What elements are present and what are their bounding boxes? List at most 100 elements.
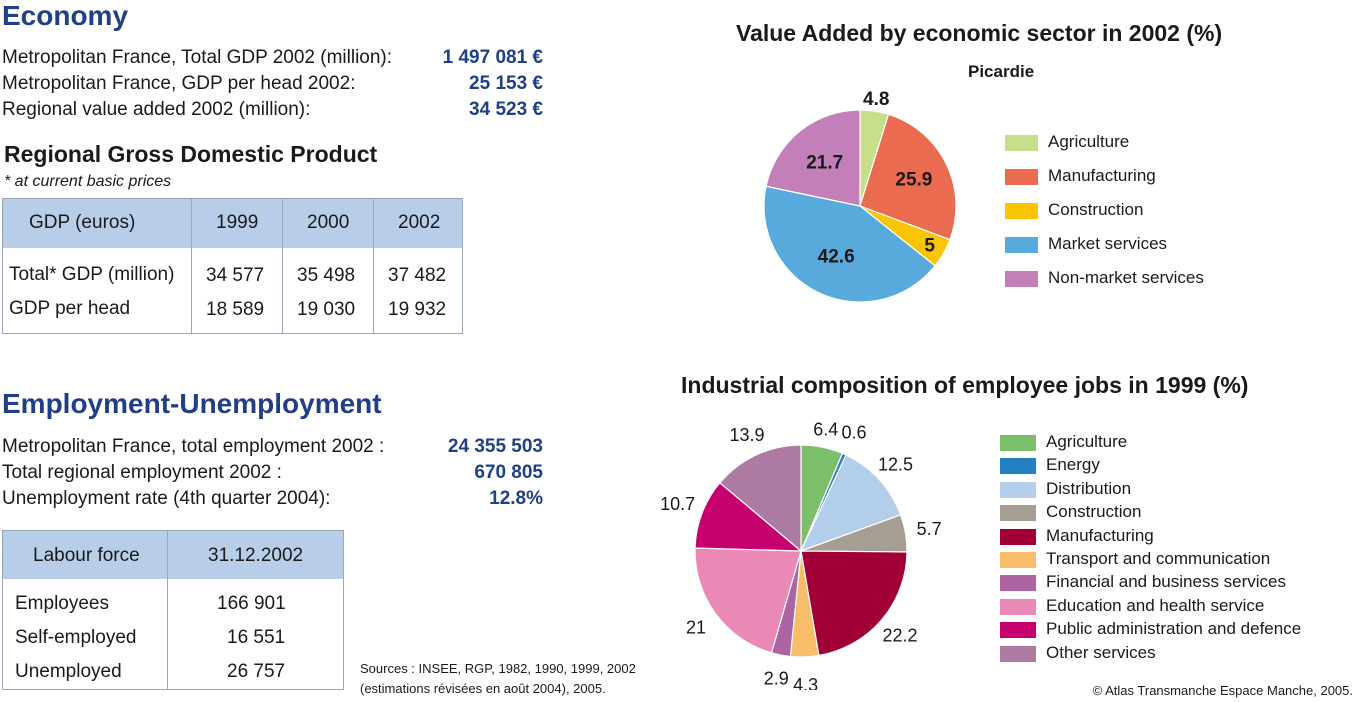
- chart2-slice-manufacturing: [800, 550, 908, 657]
- chart2-legend-swatch-distribution: [1000, 481, 1036, 498]
- gdp-row-perhead-label: GDP per head: [9, 298, 131, 319]
- chart1-legend-label-construction: Construction: [1048, 200, 1144, 219]
- chart2-label-other-services: 13.9: [729, 425, 764, 445]
- labour-row-unemployed-value: 26 757: [227, 661, 286, 682]
- gdp-row-total-1999: 34 577: [206, 265, 265, 286]
- gdp-header-2000: 2000: [307, 212, 350, 233]
- labour-row-employees-label: Employees: [15, 593, 109, 614]
- labour-table-header-bg: [3, 531, 343, 579]
- chart2-legend-label-distribution: Distribution: [1046, 478, 1132, 498]
- chart2-legend-label-other-services: Other services: [1046, 642, 1156, 662]
- chart2-legend-swatch-construction: [1000, 505, 1036, 522]
- economy-value-value-added: 34 523 €: [469, 99, 543, 120]
- chart2-label-distribution: 12.5: [878, 455, 913, 475]
- chart2-legend-label-transport-and-communication: Transport and communication: [1046, 549, 1271, 568]
- chart1-subtitle: Picardie: [968, 62, 1035, 81]
- chart2-label-agriculture: 6.4: [813, 419, 838, 439]
- chart1-legend-swatch-non-market-services: [1005, 271, 1038, 287]
- gdp-table-header-bg: [3, 199, 462, 248]
- chart1-slice-market-services: [763, 185, 936, 303]
- chart2-slice-public-administration-and-defence: [694, 481, 803, 552]
- employment-value-france: 24 355 503: [447, 436, 543, 457]
- chart2-legend-label-education-and-health-service: Education and health service: [1046, 595, 1265, 615]
- chart1-legend-swatch-agriculture: [1005, 135, 1038, 151]
- chart2-label-transport-and-communication: 4.3: [793, 675, 818, 690]
- labour-table: Labour force 31.12.2002 Employees 166 90…: [2, 530, 344, 690]
- chart2-label-construction: 5.7: [917, 519, 942, 539]
- chart2-legend-label-energy: Energy: [1046, 455, 1100, 475]
- chart2-legend-label-manufacturing: Manufacturing: [1046, 525, 1154, 545]
- gdp-row-total-label: Total* GDP (million): [9, 264, 175, 285]
- chart2-slice-education-and-health-service: [694, 547, 802, 654]
- gdp-row-perhead-2000: 19 030: [297, 299, 356, 320]
- chart2-legend-label-financial-and-business-services: Financial and business services: [1046, 572, 1287, 592]
- chart2-legend-swatch-energy: [1000, 458, 1036, 475]
- chart1-slice-non-market-services: [765, 109, 861, 207]
- chart2-legend-swatch-other-services: [1000, 645, 1036, 662]
- economy-label-gdp-per-head: Metropolitan France, GDP per head 2002:: [2, 73, 356, 94]
- employment-label-unemployment-rate: Unemployment rate (4th quarter 2004):: [2, 488, 331, 509]
- gdp-header-1999: 1999: [216, 212, 259, 233]
- sources-line-2: (estimations révisées en août 2004), 200…: [360, 681, 606, 696]
- chart2-legend-swatch-education-and-health-service: [1000, 598, 1036, 615]
- labour-row-self-value: 16 551: [227, 627, 286, 648]
- chart2-legend-swatch-public-administration-and-defence: [1000, 622, 1036, 639]
- economy-label-total-gdp: Metropolitan France, Total GDP 2002 (mil…: [2, 47, 393, 68]
- chart1-legend-swatch-construction: [1005, 203, 1038, 219]
- labour-header-date: 31.12.2002: [208, 545, 304, 566]
- gdp-row-perhead-2002: 19 932: [388, 299, 447, 320]
- chart1-pie: 4.8 25.9 5 42.6 21.7: [763, 89, 957, 303]
- chart2-label-education-and-health-service: 21: [686, 618, 706, 638]
- gdp-table-title: Regional Gross Domestic Product: [4, 141, 378, 167]
- chart2-label-energy: 0.6: [842, 422, 867, 442]
- chart2-label-manufacturing: 22.2: [882, 625, 917, 645]
- chart1-legend-swatch-market-services: [1005, 237, 1038, 253]
- employment-title: Employment-Unemployment: [2, 388, 382, 419]
- chart2-pie: 6.4 0.6 12.5 5.7 22.2 4.3 2.9 21 10.7 13.9: [660, 419, 942, 690]
- gdp-header-2002: 2002: [398, 212, 441, 233]
- sources-line-1: Sources : INSEE, RGP, 1982, 1990, 1999, …: [360, 661, 636, 676]
- chart1-legend-label-agriculture: Agriculture: [1048, 132, 1130, 151]
- gdp-table: GDP (euros) 1999 2000 2002 Total* GDP (m…: [2, 198, 463, 334]
- chart2-title: Industrial composition of employee jobs …: [681, 372, 1249, 398]
- employment-value-regional: 670 805: [474, 462, 543, 483]
- chart2-legend-label-public-administration-and-defence: Public administration and defence: [1046, 619, 1302, 639]
- employment-label-regional: Total regional employment 2002 :: [2, 462, 282, 483]
- chart1-label-construction: 5: [924, 235, 935, 256]
- employment-value-unemployment-rate: 12.8%: [489, 488, 543, 509]
- chart1-title: Value Added by economic sector in 2002 (…: [736, 20, 1223, 46]
- chart1-label-market-services: 42.6: [818, 247, 855, 268]
- copyright: © Atlas Transmanche Espace Manche, 2005.: [1092, 683, 1353, 698]
- chart1-legend-swatch-manufacturing: [1005, 169, 1038, 185]
- economy-title: Economy: [2, 0, 129, 31]
- chart1-legend-label-non-market-services: Non-market services: [1048, 268, 1204, 287]
- gdp-row-perhead-1999: 18 589: [206, 299, 265, 320]
- chart1-slice-manufacturing: [859, 113, 957, 241]
- chart1-legend-label-manufacturing: Manufacturing: [1048, 166, 1156, 185]
- chart2-legend-label-construction: Construction: [1046, 502, 1142, 522]
- labour-header-label: Labour force: [33, 545, 140, 566]
- gdp-row-total-2002: 37 482: [388, 265, 447, 286]
- chart2-legend-swatch-manufacturing: [1000, 528, 1036, 545]
- gdp-header-label: GDP (euros): [29, 212, 136, 233]
- chart1-label-agriculture: 4.8: [863, 89, 889, 110]
- labour-row-self-label: Self-employed: [15, 627, 137, 648]
- chart1-label-non-market-services: 21.7: [806, 153, 843, 174]
- chart1-label-manufacturing: 25.9: [895, 170, 932, 191]
- chart2-legend-swatch-transport-and-communication: [1000, 552, 1036, 568]
- chart2-legend-swatch-financial-and-business-services: [1000, 575, 1036, 592]
- chart2-slice-distribution: [799, 454, 902, 553]
- chart2-legend-label-agriculture: Agriculture: [1046, 432, 1128, 451]
- gdp-row-total-2000: 35 498: [297, 265, 356, 286]
- labour-row-unemployed-label: Unemployed: [15, 661, 122, 682]
- labour-row-employees-value: 166 901: [217, 593, 286, 614]
- economy-label-value-added: Regional value added 2002 (million):: [2, 99, 311, 120]
- chart2-label-public-administration-and-defence: 10.7: [660, 494, 695, 514]
- gdp-table-note: * at current basic prices: [4, 173, 172, 190]
- chart2-label-financial-and-business-services: 2.9: [764, 669, 789, 689]
- chart2-slice-other-services: [719, 444, 802, 553]
- chart2-legend-swatch-agriculture: [1000, 435, 1036, 451]
- economy-value-gdp-per-head: 25 153 €: [469, 73, 543, 94]
- economy-value-total-gdp: 1 497 081 €: [442, 47, 543, 68]
- chart1-legend-label-market-services: Market services: [1048, 234, 1168, 253]
